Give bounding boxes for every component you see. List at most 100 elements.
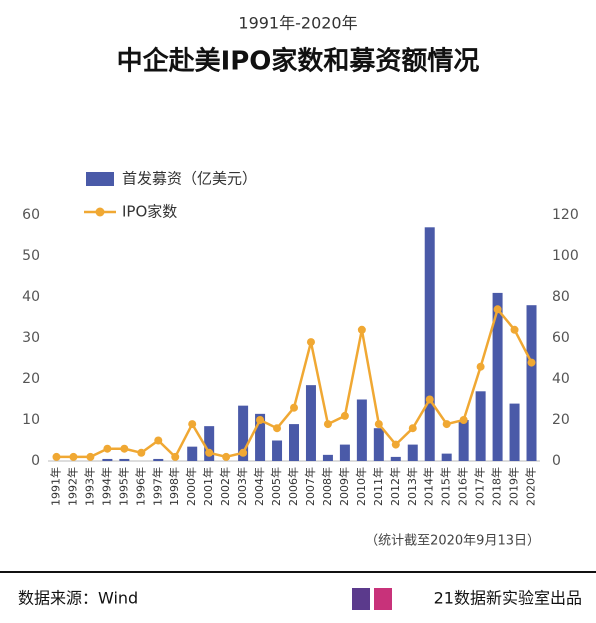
line-marker (442, 420, 451, 429)
x-tick-label: 1992年 (65, 467, 79, 506)
bar (153, 458, 164, 461)
bar (272, 440, 283, 461)
legend-label: 首发募资（亿美元） (122, 170, 257, 188)
line-marker (222, 452, 231, 461)
line-marker (459, 416, 468, 424)
line-marker (510, 325, 519, 334)
x-tick-label: 2007年 (303, 467, 317, 506)
y2-tick-label: 0 (552, 453, 561, 469)
x-tick-label: 2015年 (439, 467, 453, 506)
x-tick-label: 1994年 (99, 467, 113, 506)
line-marker (120, 444, 129, 453)
line-marker (256, 416, 265, 424)
y2-tick-label: 20 (552, 412, 570, 428)
x-tick-label: 2004年 (252, 467, 266, 506)
x-tick-label: 2003年 (235, 467, 249, 506)
bar (204, 426, 215, 461)
bar (238, 405, 249, 461)
x-tick-label: 1998年 (167, 467, 181, 506)
source: 数据来源：Wind (18, 589, 138, 608)
y-tick-label: 0 (31, 453, 40, 469)
line-marker (69, 452, 78, 461)
chart-title: 中企赴美IPO家数和募资额情况 (117, 46, 480, 77)
note: （统计截至2020年9月13日） (365, 534, 540, 549)
y-tick-label: 10 (22, 412, 40, 428)
bar (102, 458, 113, 461)
y-tick-label: 60 (22, 207, 40, 223)
line-marker (52, 452, 61, 461)
line-marker (86, 452, 95, 461)
line-marker (357, 325, 366, 334)
x-tick-label: 2006年 (286, 467, 300, 506)
line-marker (154, 436, 163, 445)
bar (119, 458, 130, 461)
line-marker (374, 420, 383, 429)
bar (255, 413, 266, 461)
x-tick-label: 1991年 (48, 467, 62, 506)
x-tick-label: 1993年 (82, 467, 96, 506)
line-marker (391, 440, 400, 449)
line-marker (425, 395, 434, 404)
y-tick-label: 20 (22, 371, 40, 387)
x-tick-label: 2017年 (473, 467, 487, 506)
bar (390, 456, 401, 461)
bar (458, 420, 469, 461)
line-marker (408, 424, 417, 433)
line-marker (306, 338, 315, 347)
bar (509, 403, 520, 461)
x-tick-label: 2001年 (201, 467, 215, 506)
bar (187, 446, 198, 461)
bar (373, 428, 384, 461)
x-tick-label: 2020年 (524, 467, 538, 506)
y2-tick-label: 120 (552, 207, 579, 223)
x-tick-label: 1996年 (133, 467, 147, 506)
bar (289, 424, 299, 461)
x-tick-label: 1995年 (116, 467, 130, 506)
line-marker (103, 444, 112, 453)
bar (407, 444, 418, 461)
x-tick-label: 2005年 (269, 467, 283, 506)
x-tick-label: 2019年 (507, 467, 521, 506)
x-tick-label: 2002年 (218, 467, 232, 506)
line-marker (340, 411, 349, 420)
line-marker (273, 424, 282, 433)
bar (356, 399, 367, 461)
x-tick-label: 2009年 (337, 467, 351, 506)
x-tick-label: 2008年 (320, 467, 334, 506)
chart-subtitle: 1991年-2020年 (238, 14, 357, 33)
line-marker (290, 403, 298, 412)
bar (526, 305, 537, 461)
legend-label: IPO家数 (122, 203, 177, 221)
bar (441, 453, 452, 461)
x-tick-label: 2012年 (388, 467, 402, 506)
bar (339, 444, 350, 461)
x-tick-label: 1997年 (150, 467, 164, 506)
x-tick-label: 2014年 (422, 467, 436, 506)
legend-swatch (86, 172, 114, 186)
line-marker (188, 420, 197, 429)
legend-swatch (95, 207, 105, 217)
line-marker (239, 448, 248, 457)
y-tick-label: 40 (22, 289, 40, 305)
y-tick-label: 50 (22, 248, 40, 264)
line-marker (323, 420, 332, 429)
credit: 21数据新实验室出品 (434, 589, 582, 608)
x-tick-label: 2018年 (490, 467, 504, 506)
x-tick-label: 2016年 (456, 467, 470, 506)
x-tick-label: 2011年 (371, 467, 385, 506)
line-marker (205, 448, 214, 457)
line-marker (171, 452, 180, 461)
y2-tick-label: 100 (552, 248, 579, 264)
x-tick-label: 2010年 (354, 467, 368, 506)
bar (322, 454, 333, 461)
line-marker (476, 362, 485, 371)
x-tick-label: 2000年 (184, 467, 198, 506)
x-tick-label: 2013年 (405, 467, 419, 506)
y2-tick-label: 40 (552, 371, 570, 387)
bar (475, 391, 486, 461)
y2-tick-label: 80 (552, 289, 570, 305)
y2-tick-label: 60 (552, 330, 570, 346)
line-marker (493, 305, 502, 314)
